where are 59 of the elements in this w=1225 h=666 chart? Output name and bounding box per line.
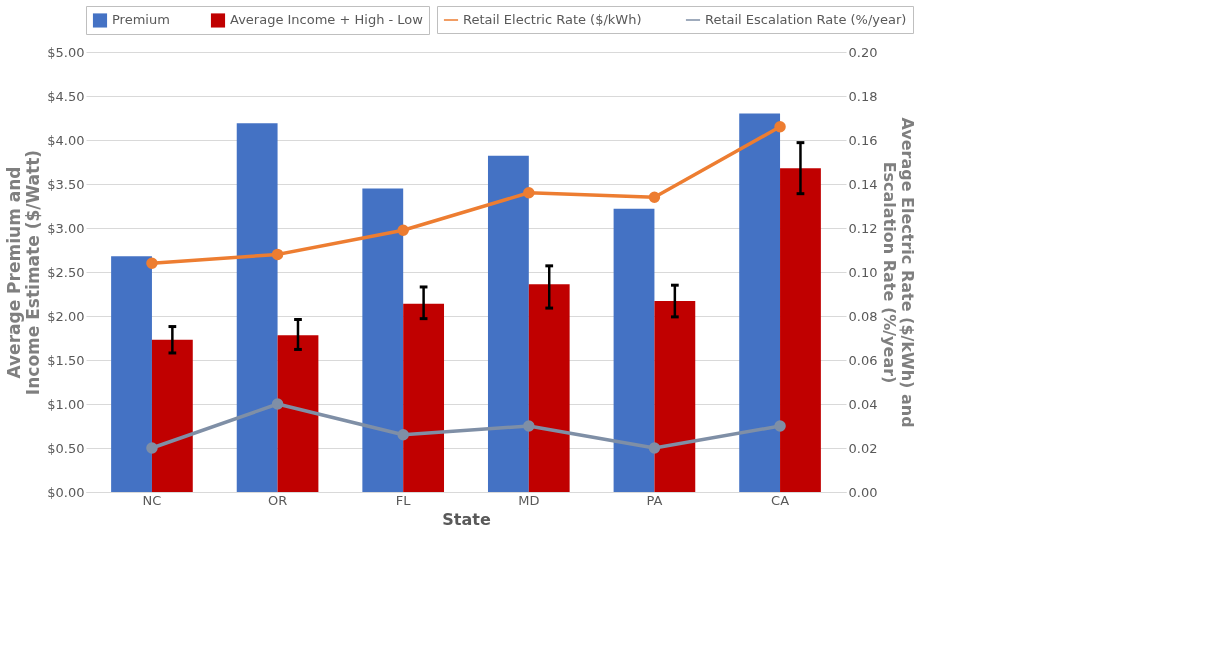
y2-tick-label: 0.02 [848, 440, 878, 456]
point [146, 257, 158, 269]
x-tick-label: NC [142, 492, 162, 508]
bar [403, 303, 445, 492]
bar [487, 155, 529, 492]
bar [654, 301, 696, 492]
y-tick-label: $3.00 [47, 220, 85, 236]
legend-label: Average Income + High - Low [230, 12, 424, 28]
y-tick-label: $1.50 [47, 352, 85, 368]
y2-tick-label: 0.14 [848, 176, 878, 192]
y-tick-label: $1.00 [47, 396, 85, 412]
y-tick-label: $2.50 [47, 264, 85, 280]
y2-tick-label: 0.20 [848, 44, 878, 60]
point [648, 442, 661, 454]
bar [111, 256, 152, 492]
y2-tick-label: 0.12 [848, 220, 878, 236]
y-tick-label: $2.00 [47, 308, 85, 324]
x-tick-label: PA [646, 492, 663, 508]
y-tick-label: $4.50 [47, 88, 85, 104]
y2-tick-label: 0.18 [848, 88, 878, 104]
y2-axis-title: Average Electric Rate ($/kWh) and Escalation Rate (%/year) [880, 117, 918, 428]
legend-label: Retail Electric Rate ($/kWh) [463, 12, 642, 27]
bar [151, 339, 193, 492]
x-tick-label: CA [771, 492, 790, 508]
y-tick-label: $3.50 [47, 176, 85, 192]
legend-label: Retail Escalation Rate (%/year) [705, 12, 907, 27]
bar [780, 168, 821, 492]
legend-label: Premium [112, 12, 170, 28]
y2-tick-label: 0.10 [848, 264, 878, 280]
y-tick-label: $4.00 [47, 132, 85, 148]
y2-tick-label: 0.16 [848, 132, 878, 148]
y-tick-label: $5.00 [47, 44, 85, 60]
point [523, 420, 535, 432]
bar [528, 284, 570, 492]
point [523, 187, 535, 199]
bar [362, 188, 404, 492]
y-tick-label: $0.00 [47, 484, 85, 500]
point [271, 398, 284, 410]
bar [277, 335, 319, 492]
y2-tick-label: 0.04 [848, 396, 878, 412]
y2-tick-label: 0.06 [848, 352, 878, 368]
y2-tick-label: 0.08 [848, 308, 878, 324]
point [271, 248, 284, 261]
point [774, 121, 786, 133]
point [648, 191, 661, 203]
y2-tick-label: 0.00 [848, 484, 878, 500]
x-axis-title: State [442, 509, 491, 529]
x-tick-label: OR [267, 492, 288, 508]
bar [236, 123, 278, 492]
point [146, 442, 158, 454]
point [397, 224, 409, 236]
bar [739, 113, 781, 492]
point [774, 420, 786, 432]
x-tick-label: FL [395, 492, 412, 508]
y-axis-title: Average Premium and Income Estimate ($/Watt) [4, 149, 44, 396]
x-tick-label: MD [518, 492, 540, 508]
point [397, 429, 409, 441]
bar [613, 208, 655, 492]
y-tick-label: $0.50 [47, 440, 85, 456]
